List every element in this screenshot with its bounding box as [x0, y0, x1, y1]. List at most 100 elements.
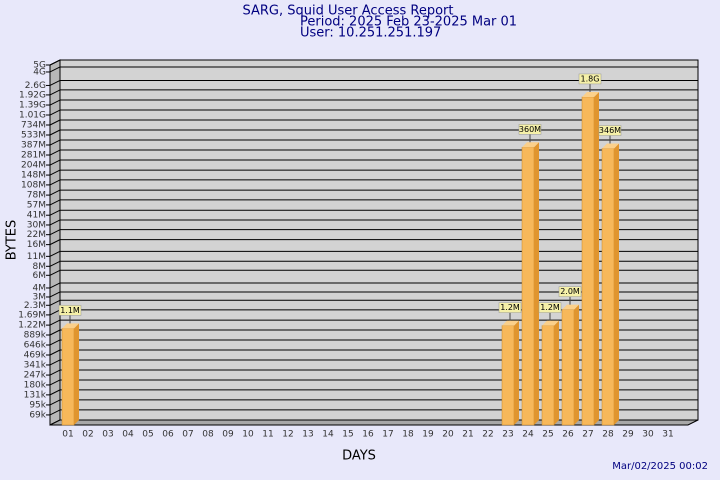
x-tick-label: 11 — [262, 430, 273, 440]
x-tick-label: 09 — [222, 430, 234, 440]
y-tick-label: 131k — [24, 390, 47, 400]
value-label-box — [538, 302, 562, 313]
bar-top — [602, 143, 619, 149]
value-label: 1.1M — [60, 306, 80, 315]
bar-top — [582, 91, 599, 97]
value-label-box — [498, 302, 522, 313]
x-tick-label: 01 — [62, 430, 73, 440]
grid-line — [49, 159, 61, 166]
y-tick-label: 204M — [21, 161, 46, 171]
value-label-box — [58, 305, 82, 316]
grid-line — [49, 399, 61, 406]
y-tick-label: 889k — [24, 331, 47, 341]
value-label-box — [518, 124, 542, 135]
grid-line — [49, 219, 61, 226]
x-tick-label: 16 — [362, 430, 374, 440]
x-tick-label: 26 — [562, 430, 574, 440]
y-tick-label: 4M — [33, 283, 47, 293]
grid-line — [49, 119, 61, 126]
grid-line — [49, 199, 61, 206]
bar-top — [522, 142, 539, 148]
bar — [61, 328, 75, 426]
x-tick-label: 05 — [142, 430, 153, 440]
y-tick-label: 1.39G — [19, 101, 46, 111]
x-tick-label: 07 — [182, 430, 193, 440]
x-tick-label: 28 — [602, 430, 614, 440]
footer: Mar/02/2025 00:02 — [612, 461, 708, 472]
y-tick-label: 341k — [24, 360, 47, 370]
grid-line — [49, 179, 61, 186]
value-label-box — [558, 286, 582, 297]
x-tick-label: 02 — [82, 430, 93, 440]
bar-top — [562, 304, 579, 310]
value-label-box — [578, 73, 602, 85]
x-tick-label: 29 — [622, 430, 634, 440]
grid-line — [49, 339, 61, 346]
x-tick-label: 25 — [542, 430, 553, 440]
y-tick-label: 22M — [27, 230, 46, 240]
bar — [601, 148, 615, 426]
grid-line — [49, 250, 61, 257]
x-tick-label: 23 — [502, 430, 513, 440]
value-label: 1.8G — [581, 74, 600, 83]
bar-top — [542, 320, 559, 326]
grid-line — [49, 349, 61, 356]
grid-line — [49, 149, 61, 156]
bar-side — [594, 91, 599, 425]
y-tick-label: 247k — [24, 371, 47, 381]
y-tick-label: 69k — [29, 410, 46, 420]
grid-line — [49, 229, 61, 236]
x-tick-label: 20 — [442, 430, 454, 440]
y-tick-label: 5G — [33, 61, 46, 71]
x-tick-label: 22 — [482, 430, 493, 440]
value-label: 2.0M — [560, 287, 580, 296]
y-tick-label: 469k — [24, 351, 47, 361]
x-tick-label: 27 — [582, 430, 593, 440]
x-axis-label: DAYS — [342, 449, 376, 464]
bar — [541, 325, 555, 426]
value-label: 346M — [599, 126, 621, 135]
value-label: 360M — [519, 125, 541, 134]
grid-line — [49, 239, 61, 246]
x-tick-label: 12 — [282, 430, 293, 440]
bar-top — [502, 320, 519, 326]
x-tick-label: 31 — [662, 430, 673, 440]
grid-line — [49, 359, 61, 366]
y-tick-label: 30M — [27, 220, 46, 230]
grid-line — [49, 309, 61, 316]
y-tick-label: 16M — [27, 240, 46, 250]
y-tick-label: 2.3M — [24, 301, 46, 311]
y-tick-label: 387M — [21, 141, 46, 151]
x-tick-label: 24 — [522, 430, 534, 440]
grid-line — [49, 260, 61, 267]
x-tick-label: 14 — [322, 430, 334, 440]
bar-side — [554, 320, 559, 425]
grid-line — [49, 319, 61, 326]
value-label: 1.2M — [500, 303, 520, 312]
bar-side — [574, 304, 579, 425]
grid-line — [49, 59, 61, 66]
grid-line — [49, 389, 61, 396]
grid-line — [49, 369, 61, 376]
y-tick-label: 734M — [21, 120, 46, 130]
y-tick-label: 41M — [27, 211, 46, 221]
y-tick-label: 1.69M — [18, 310, 46, 320]
y-tick-label: 180k — [24, 380, 47, 390]
grid-line — [49, 169, 61, 176]
grid-line — [49, 109, 61, 116]
grid-line — [49, 299, 61, 306]
y-tick-label: 1.92G — [19, 90, 46, 100]
grid-line — [49, 129, 61, 136]
x-tick-label: 10 — [242, 430, 254, 440]
y-tick-label: 95k — [29, 400, 46, 410]
grid-line — [49, 291, 61, 298]
x-tick-label: 18 — [402, 430, 414, 440]
bar — [501, 325, 515, 426]
x-tick-label: 13 — [302, 430, 313, 440]
grid-line — [49, 99, 61, 106]
y-tick-label: 1.22M — [18, 321, 46, 331]
y-tick-label: 108M — [21, 180, 46, 190]
chart-subtitle: Period: 2025 Feb 23-2025 Mar 01 — [300, 15, 517, 30]
grid-line — [49, 189, 61, 196]
